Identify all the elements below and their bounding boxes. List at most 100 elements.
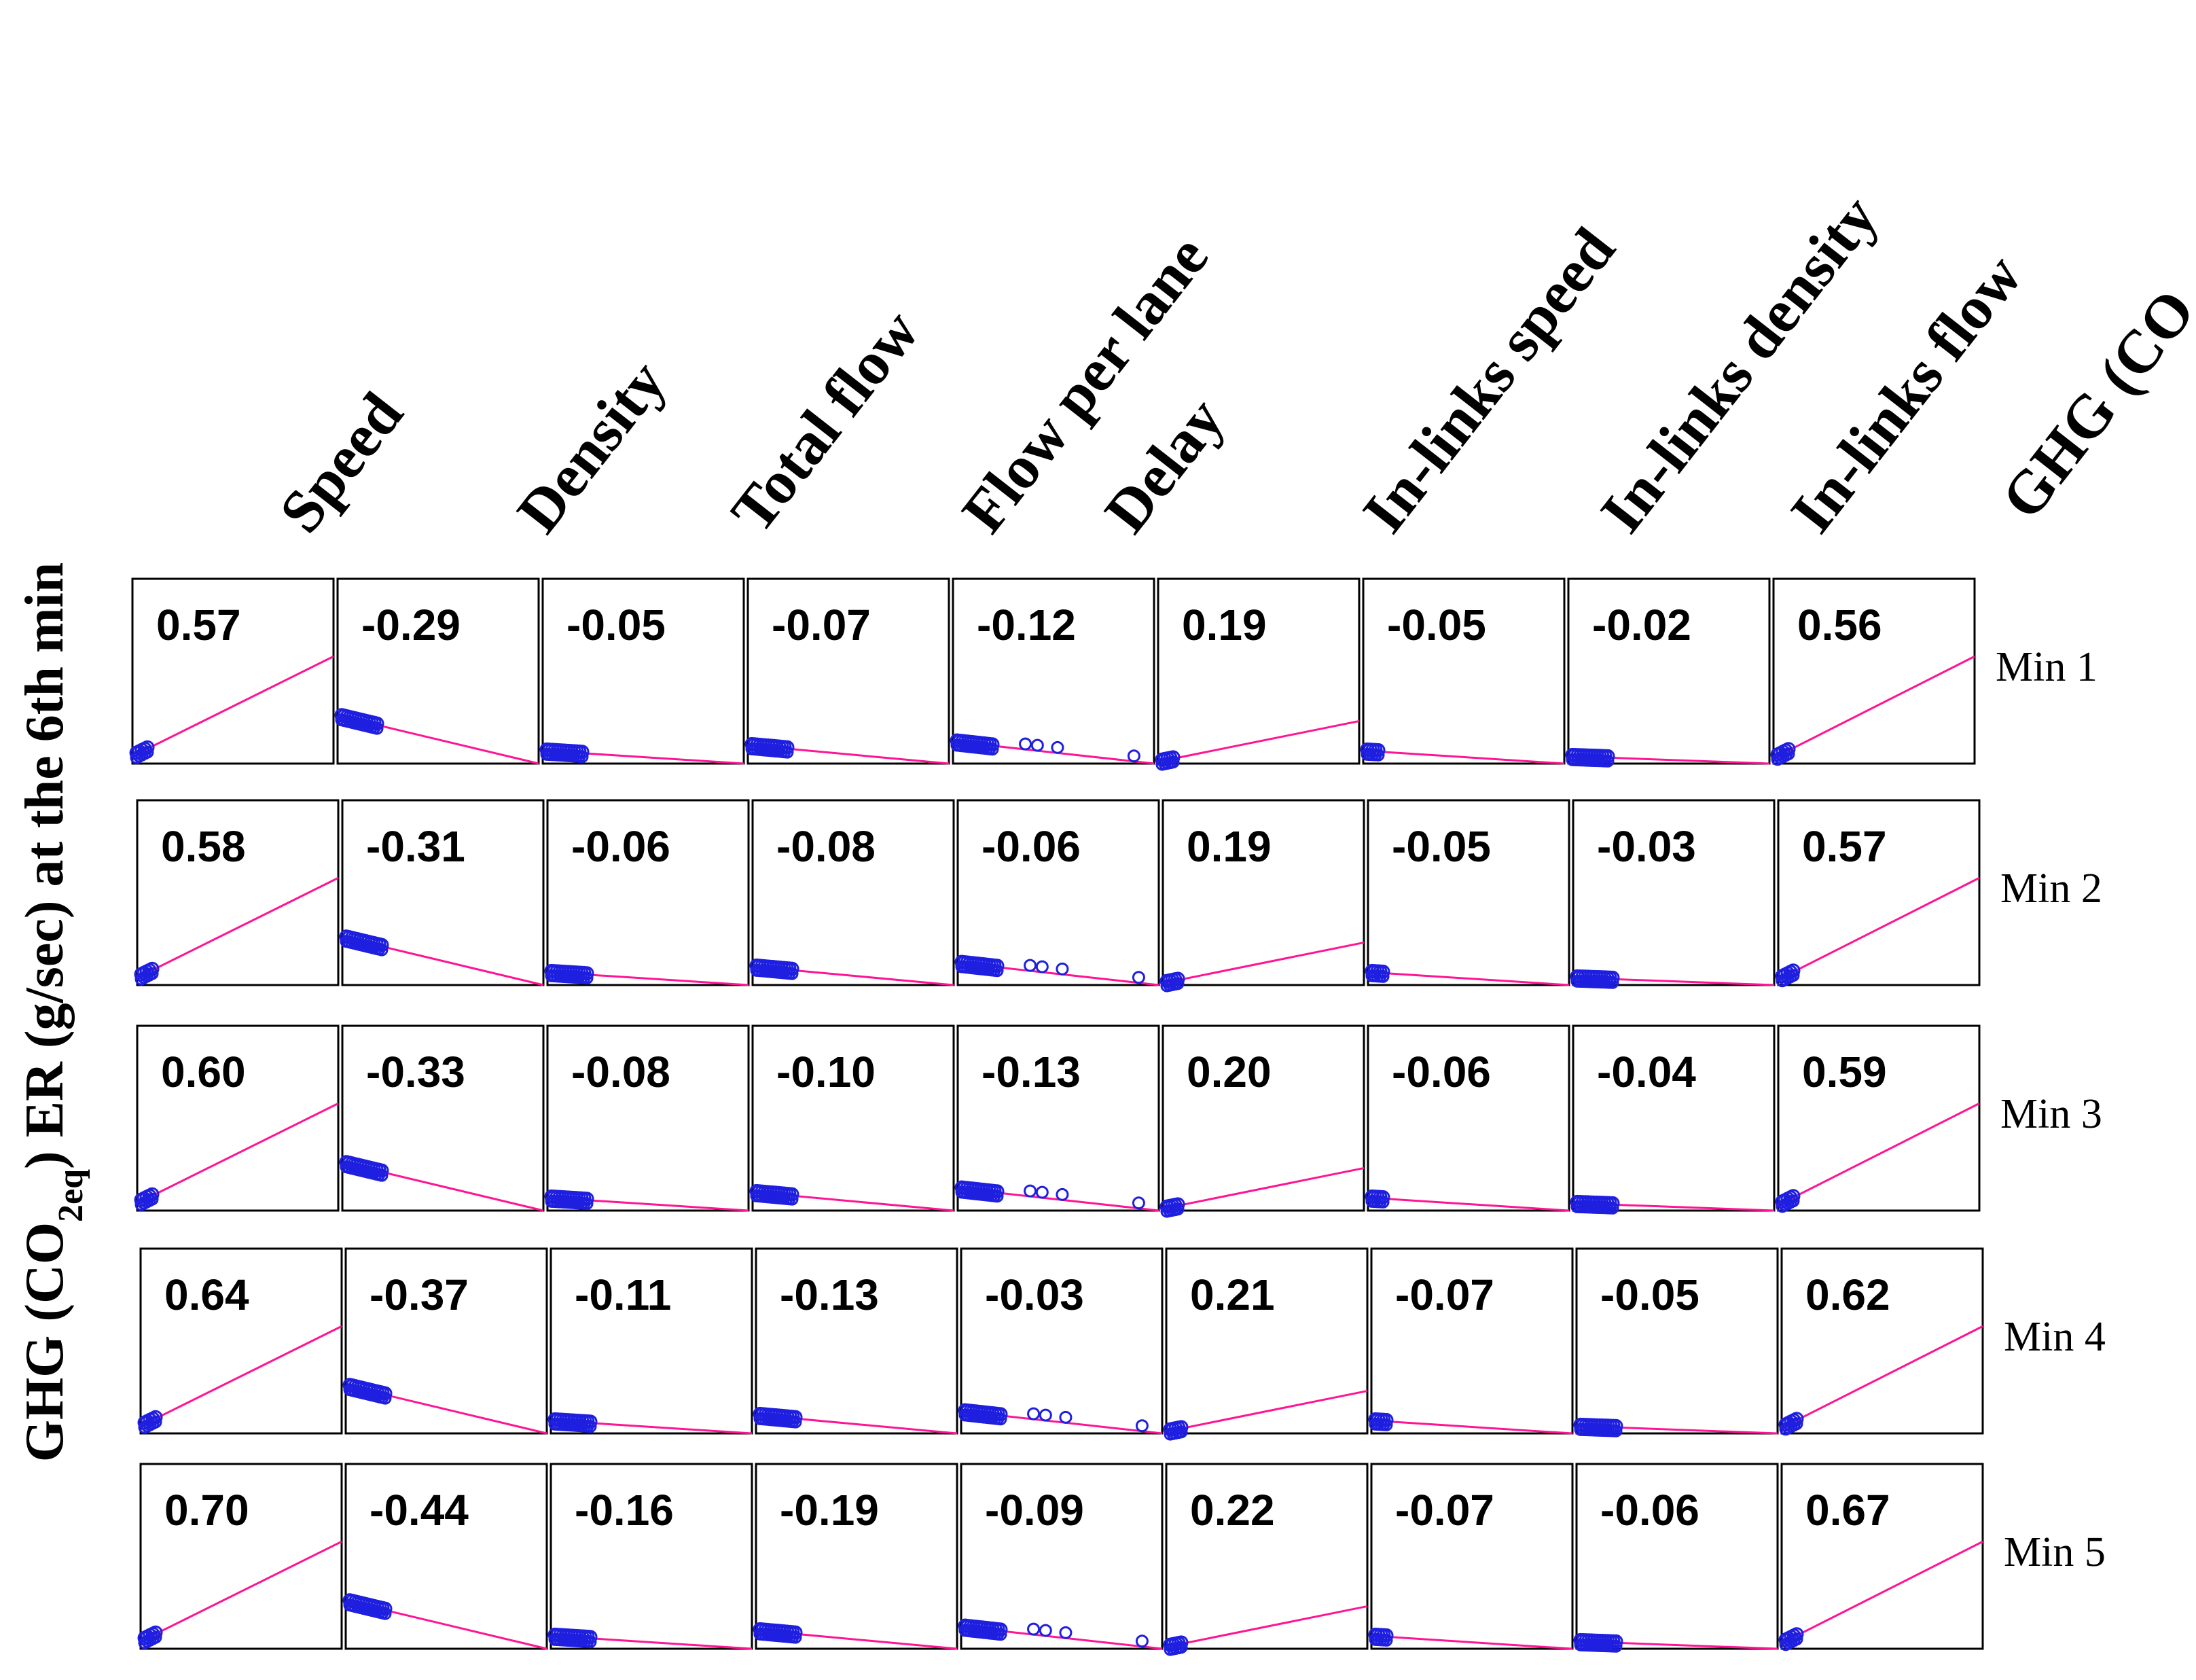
panel-frame — [960, 1463, 1164, 1650]
data-point — [370, 716, 384, 731]
data-point — [141, 745, 154, 759]
scatter-panel: -0.09 — [958, 1463, 1164, 1650]
correlation-value: 0.22 — [1190, 1486, 1275, 1535]
column-label: Delay — [1092, 386, 1237, 545]
scatter-panel: -0.03 — [1570, 799, 1776, 989]
label-subscript: 2eq — [52, 1169, 90, 1222]
scatter-panel: -0.11 — [547, 1247, 753, 1435]
data-point — [1608, 1634, 1623, 1649]
scatter-panel: 0.20 — [1159, 1024, 1365, 1218]
data-point — [378, 1607, 392, 1620]
panel-frame — [1572, 1024, 1776, 1212]
data-point — [1027, 1407, 1041, 1420]
correlation-value: -0.33 — [366, 1048, 465, 1096]
fit-line — [1157, 719, 1360, 763]
scatter-panel: 0.58 — [134, 799, 340, 986]
scatter-panel: -0.05 — [1365, 799, 1570, 986]
data-point — [375, 943, 389, 957]
data-point — [1171, 1202, 1185, 1216]
panel-frame — [1162, 799, 1365, 986]
data-point — [148, 1625, 163, 1640]
data-point — [1135, 1634, 1149, 1648]
data-point — [780, 740, 795, 755]
data-point — [149, 1630, 162, 1644]
data-point — [1375, 964, 1390, 979]
data-point — [374, 1163, 389, 1178]
scatter-panel: -0.31 — [339, 799, 545, 986]
data-point — [378, 1386, 393, 1401]
panel-frame — [751, 799, 955, 986]
fit-line — [132, 655, 334, 757]
data-point — [1059, 1626, 1073, 1639]
correlation-value: -0.05 — [1600, 1270, 1699, 1319]
data-point — [1376, 969, 1390, 983]
scatter-panel: -0.10 — [749, 1024, 955, 1212]
data-point — [1786, 963, 1801, 978]
data-point — [145, 967, 159, 980]
panel-frame — [1157, 577, 1361, 765]
scatter-panel: -0.06 — [1365, 1024, 1570, 1212]
scatter-panel: 0.67 — [1778, 1463, 1984, 1651]
scatter-panel: 0.70 — [137, 1463, 343, 1650]
panel-frame — [1780, 1463, 1984, 1650]
data-point — [1782, 747, 1795, 761]
data-point — [1059, 1410, 1073, 1424]
label-part: GHG (CO — [1989, 277, 2196, 531]
panel-frame — [1162, 1024, 1365, 1212]
data-point — [990, 959, 1005, 973]
scatter-panel: -0.16 — [547, 1463, 753, 1650]
panel-frame — [1567, 577, 1771, 765]
data-point — [990, 1190, 1004, 1203]
column-label: In-links speed — [1350, 216, 1628, 546]
data-point — [788, 1625, 803, 1640]
correlation-value: -0.03 — [985, 1270, 1084, 1319]
data-point — [1790, 1632, 1803, 1646]
fit-line — [140, 1540, 342, 1643]
data-point — [583, 1630, 598, 1645]
data-point — [1056, 962, 1069, 976]
correlation-value: -0.08 — [776, 822, 876, 871]
correlation-value: -0.07 — [1395, 1270, 1494, 1319]
y-axis-title-text: GHG (CO2eq) ER (g/sec) at the 6th min — [15, 562, 90, 1463]
data-point — [1605, 1196, 1620, 1211]
correlation-value: -0.13 — [780, 1270, 879, 1319]
data-point — [580, 1197, 594, 1211]
data-point — [1174, 1635, 1189, 1650]
data-point — [993, 1622, 1008, 1637]
correlation-value: 0.60 — [161, 1048, 246, 1096]
scatter-panel: -0.08 — [544, 1024, 750, 1212]
data-point — [994, 1412, 1007, 1426]
scatter-panel: 0.64 — [137, 1247, 343, 1435]
fit-line — [1773, 655, 1975, 759]
data-point — [990, 1184, 1005, 1199]
scatter-panel: -0.06 — [544, 799, 750, 986]
scatter-panel: -0.13 — [954, 1024, 1160, 1212]
data-point — [1039, 1408, 1052, 1422]
correlation-value: 0.62 — [1805, 1270, 1890, 1319]
data-point — [145, 1192, 159, 1206]
data-point — [1606, 976, 1619, 989]
scatter-panel: 0.22 — [1163, 1463, 1369, 1656]
data-point — [1024, 1184, 1037, 1198]
correlation-value: -0.05 — [1392, 822, 1491, 871]
panel-frame — [1362, 577, 1566, 765]
scatter-panel: -0.06 — [1573, 1463, 1779, 1653]
correlation-value: -0.13 — [982, 1048, 1081, 1096]
panel-frame — [755, 1463, 958, 1650]
correlation-value: 0.70 — [164, 1486, 249, 1535]
panel-frame — [1165, 1247, 1369, 1435]
fit-line — [1367, 971, 1570, 986]
data-point — [149, 1415, 162, 1429]
data-point — [990, 964, 1004, 978]
data-point — [145, 961, 160, 976]
scatter-panel: -0.08 — [749, 799, 955, 986]
scatter-panel: 0.60 — [134, 1024, 340, 1212]
data-point — [1605, 970, 1620, 985]
correlation-value: -0.44 — [370, 1486, 469, 1535]
data-point — [1166, 750, 1181, 765]
data-point — [1171, 977, 1185, 990]
panel-frame — [960, 1247, 1164, 1435]
panel-frame — [956, 799, 1160, 986]
data-point — [148, 1410, 163, 1425]
